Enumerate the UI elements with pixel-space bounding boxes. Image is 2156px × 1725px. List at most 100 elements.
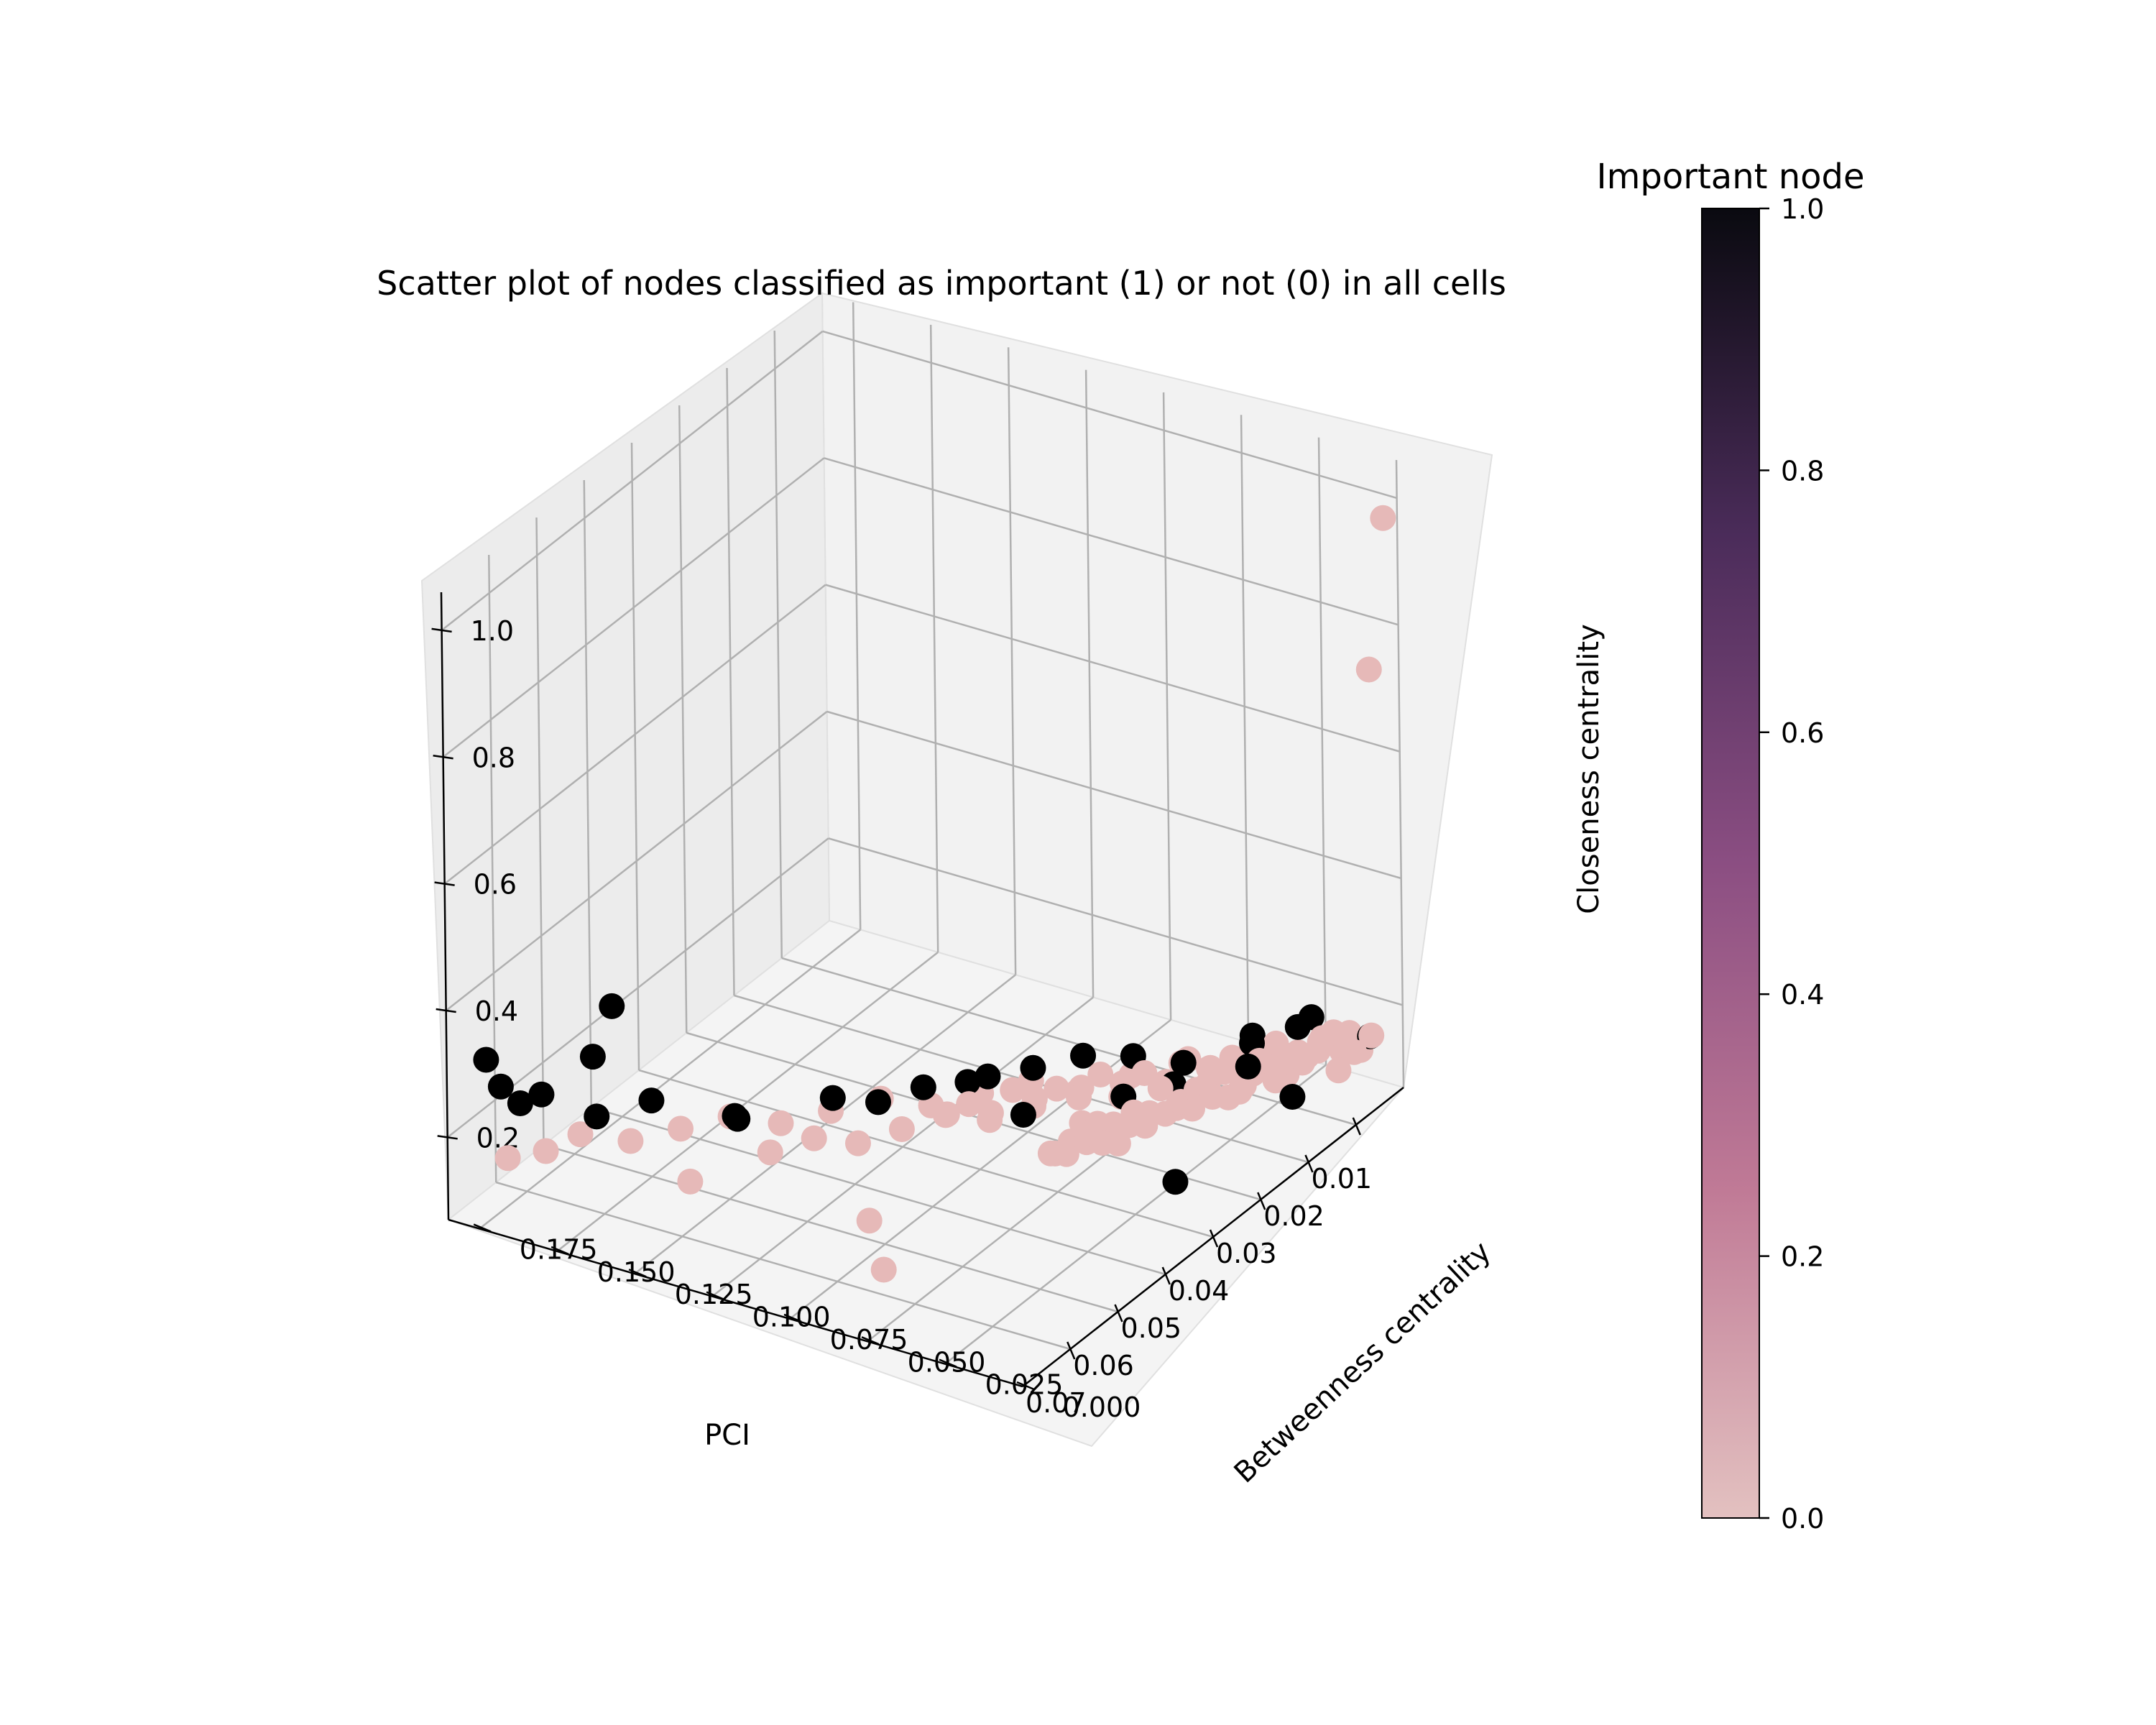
point-not-important: [1262, 1067, 1289, 1094]
grid-line-y-floor: [479, 929, 861, 1230]
grid-line-x-floor: [543, 1144, 1118, 1313]
x-axis-title: PCI: [704, 1419, 750, 1452]
x-tick-label: 0.05: [1120, 1312, 1181, 1344]
grid-line-x-back: [678, 405, 688, 1034]
y-tick: [861, 1336, 880, 1346]
grid-line-z-side: [828, 837, 1404, 1006]
z-tick: [434, 881, 455, 886]
y-tick: [473, 1223, 492, 1233]
x-tick: [1257, 1192, 1266, 1210]
point-important: [1162, 1169, 1189, 1195]
point-not-important: [856, 1208, 883, 1234]
point-not-important: [934, 1101, 960, 1128]
grid-line-x-back: [583, 479, 592, 1108]
point-important: [1298, 1004, 1325, 1031]
grid-line-y-side: [1162, 392, 1172, 1020]
point-important: [1010, 1101, 1036, 1128]
point-important: [584, 1103, 610, 1130]
point-important: [722, 1103, 748, 1129]
point-not-important: [1370, 505, 1396, 531]
point-not-important: [533, 1138, 559, 1164]
point-not-important: [757, 1139, 783, 1166]
z-tick-label: 1.0: [471, 615, 514, 647]
colorbar-title: Important node: [1596, 157, 1864, 197]
grid-line-y-side: [929, 324, 939, 952]
x-tick-label: 0.04: [1169, 1275, 1230, 1307]
point-important: [1020, 1054, 1046, 1081]
colorbar-ticks: 0.0 0.2 0.4 0.6 0.8 1.0: [1759, 193, 1824, 1535]
point-important: [579, 1044, 606, 1070]
grid-line-y-side: [1317, 437, 1327, 1065]
point-not-important: [801, 1125, 827, 1151]
point-not-important: [768, 1110, 794, 1136]
grid-line-z-back: [442, 457, 825, 758]
z-axis-title: Closeness centrality: [1572, 624, 1606, 914]
colorbar-tick-label: 1.0: [1781, 193, 1824, 225]
y-tick-label: 0.025: [985, 1369, 1064, 1401]
grid-line-x-back: [535, 517, 545, 1146]
z-tick-label: 0.4: [475, 995, 518, 1027]
x-tick-label: 0.07: [1026, 1387, 1087, 1419]
y-tick: [1016, 1381, 1035, 1391]
x-tick-label: 0.01: [1311, 1163, 1372, 1195]
z-axis-line: [440, 592, 450, 1220]
y-tick-label: 0.175: [520, 1234, 598, 1266]
point-not-important: [956, 1091, 982, 1118]
x-tick: [1067, 1341, 1076, 1360]
colorbar-tick-label: 0.4: [1781, 979, 1824, 1011]
point-important: [910, 1074, 936, 1100]
y-tick-label: 0.000: [1063, 1392, 1141, 1423]
grid-line-y-side: [1084, 369, 1095, 998]
chart-title: Scatter plot of nodes classified as impo…: [377, 264, 1506, 303]
point-not-important: [1210, 1059, 1237, 1085]
y-tick: [628, 1269, 647, 1278]
point-not-important: [677, 1168, 704, 1195]
grid-line-y-floor: [634, 974, 1016, 1275]
grid-line-z-back: [441, 330, 824, 631]
y-tick-label: 0.075: [830, 1324, 908, 1356]
point-not-important: [1147, 1075, 1174, 1102]
point-important: [1279, 1084, 1306, 1110]
point-not-important: [1341, 1039, 1368, 1065]
z-tick-label: 0.6: [474, 869, 517, 901]
point-important: [954, 1069, 981, 1095]
grid-line-z-back: [443, 584, 826, 885]
grid-line-x-back: [630, 442, 640, 1071]
point-important: [507, 1090, 533, 1117]
point-important: [638, 1087, 665, 1114]
point-not-important: [1066, 1084, 1092, 1110]
y-tick-label: 0.050: [908, 1346, 986, 1378]
grid-line-y-side: [1007, 347, 1017, 975]
grid-line-z-side: [825, 584, 1400, 753]
y-tick-label: 0.100: [752, 1302, 831, 1333]
point-not-important: [1355, 656, 1382, 683]
grid-line-y-floor: [556, 951, 939, 1252]
point-not-important: [1309, 1025, 1335, 1052]
point-not-important: [888, 1116, 915, 1143]
grid-line-y-floor: [711, 996, 1094, 1297]
x-tick: [1352, 1117, 1361, 1136]
x-tick-label: 0.03: [1216, 1238, 1277, 1269]
grid-line-x-back: [773, 330, 783, 959]
x-tick: [1114, 1304, 1123, 1322]
point-not-important: [668, 1116, 694, 1142]
grid-lines: [441, 302, 1405, 1387]
y-tick-label: 0.125: [675, 1279, 753, 1310]
point-important: [975, 1063, 1001, 1090]
point-important: [1070, 1042, 1097, 1069]
point-important: [528, 1081, 555, 1108]
data-points: [473, 505, 1396, 1283]
x-tick: [1304, 1154, 1314, 1173]
grid-line-z-side: [822, 330, 1397, 500]
grid-line-x-floor: [638, 1069, 1214, 1238]
z-tick-label: 0.8: [472, 742, 515, 773]
point-not-important: [1294, 1043, 1320, 1070]
colorbar-tick-label: 0.0: [1781, 1503, 1824, 1535]
grid-line-x-floor: [781, 957, 1357, 1126]
point-important: [1170, 1049, 1197, 1076]
point-not-important: [1087, 1061, 1114, 1087]
grid-line-x-floor: [495, 1181, 1071, 1351]
grid-line-y-side: [1240, 415, 1250, 1043]
point-not-important: [870, 1256, 897, 1283]
